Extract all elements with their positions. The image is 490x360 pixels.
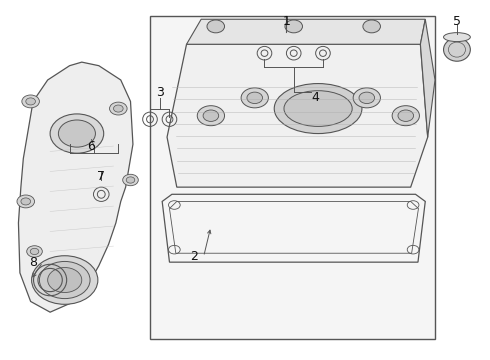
Circle shape: [30, 248, 39, 255]
Ellipse shape: [443, 38, 470, 61]
Circle shape: [353, 88, 380, 108]
Circle shape: [58, 120, 96, 147]
Circle shape: [110, 102, 127, 115]
Text: 7: 7: [98, 170, 105, 183]
Circle shape: [207, 20, 224, 33]
Bar: [150, 16, 435, 339]
Text: 3: 3: [156, 86, 164, 99]
Circle shape: [17, 195, 34, 208]
Circle shape: [285, 20, 302, 33]
Circle shape: [247, 92, 263, 104]
Circle shape: [39, 261, 90, 298]
Text: 4: 4: [312, 91, 319, 104]
Text: 8: 8: [29, 256, 37, 269]
Polygon shape: [420, 19, 435, 137]
Text: 5: 5: [453, 14, 461, 27]
Circle shape: [114, 105, 123, 112]
Text: 1: 1: [282, 14, 291, 27]
Circle shape: [363, 20, 380, 33]
Text: 2: 2: [190, 250, 198, 263]
Ellipse shape: [284, 91, 352, 126]
Circle shape: [22, 95, 39, 108]
Circle shape: [122, 174, 138, 186]
Circle shape: [27, 246, 42, 257]
Circle shape: [241, 88, 269, 108]
Circle shape: [31, 256, 98, 304]
Circle shape: [26, 98, 35, 105]
Circle shape: [392, 106, 419, 126]
Circle shape: [398, 110, 414, 121]
Circle shape: [203, 110, 219, 121]
Polygon shape: [19, 62, 133, 312]
Polygon shape: [167, 44, 428, 187]
Circle shape: [48, 267, 82, 293]
Circle shape: [359, 92, 374, 104]
Circle shape: [126, 177, 135, 183]
Circle shape: [50, 114, 104, 153]
Polygon shape: [187, 19, 425, 44]
Ellipse shape: [443, 33, 470, 41]
Text: 6: 6: [88, 140, 96, 153]
Ellipse shape: [274, 84, 362, 134]
Circle shape: [21, 198, 30, 205]
Circle shape: [197, 106, 224, 126]
